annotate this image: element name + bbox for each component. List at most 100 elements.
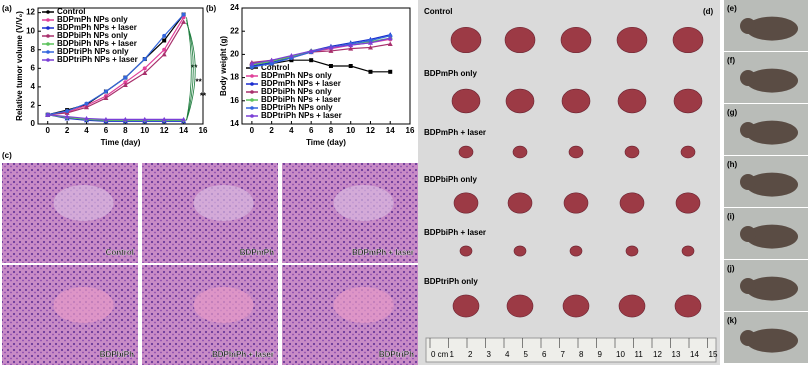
ruler-label: 9 (598, 350, 603, 359)
series-line (47, 21, 185, 116)
marker (103, 89, 108, 94)
significance: ** (191, 63, 198, 72)
tumor (616, 26, 648, 54)
mouse (746, 224, 798, 249)
ruler-label: 15 (709, 350, 718, 359)
marker (348, 64, 353, 68)
y-tick-label: 22 (230, 26, 239, 35)
tumor (619, 192, 645, 214)
panel-label: (b) (206, 4, 217, 13)
x-tick-label: 14 (386, 126, 395, 135)
legend-label: BDPmPh NPs only (261, 71, 332, 80)
marker (181, 12, 186, 17)
legend-marker (250, 82, 254, 86)
ruler (425, 337, 717, 363)
tumor (563, 192, 589, 214)
plot-frame (37, 7, 204, 125)
x-tick-label: 12 (160, 126, 169, 135)
marker (122, 116, 128, 122)
tumor (672, 26, 704, 54)
histology-label: Control (106, 248, 134, 257)
series-line (47, 114, 184, 122)
tumor-group-label: BDPmPh only (424, 69, 477, 78)
marker (103, 116, 109, 122)
legend-marker (46, 26, 50, 30)
x-tick-label: 10 (346, 126, 355, 135)
legend-marker (46, 50, 50, 54)
mouse-head (740, 330, 756, 346)
legend-marker (250, 106, 254, 110)
tissue-region (333, 287, 394, 323)
tumor (617, 88, 647, 114)
marker (328, 48, 334, 53)
tumor (562, 294, 590, 318)
x-tick-label: 14 (179, 126, 188, 135)
marker (289, 58, 294, 63)
series-line (47, 14, 185, 116)
marker (308, 48, 314, 53)
mouse (746, 328, 798, 353)
mouse-head (740, 226, 756, 242)
marker (367, 40, 373, 45)
x-tick-label: 4 (289, 126, 294, 135)
marker (142, 116, 148, 122)
tumor (451, 88, 481, 114)
marker (103, 95, 109, 101)
panel-label: (h) (727, 160, 738, 169)
ruler-label: 4 (505, 350, 510, 359)
x-tick-label: 2 (269, 126, 274, 135)
x-tick-label: 2 (65, 126, 70, 135)
tumor-group-label: BDPbiPh only (424, 175, 477, 184)
panel-label: (d) (703, 7, 714, 16)
tumor-group-label: Control (424, 7, 452, 16)
marker (64, 114, 70, 119)
x-axis-label: Time (day) (306, 138, 346, 147)
ruler-label: 10 (616, 350, 625, 359)
y-axis-label: Relative tumor volume (V/V₀) (15, 11, 24, 121)
marker (45, 112, 51, 117)
marker (367, 44, 373, 50)
tumor (675, 192, 701, 214)
tumor (507, 192, 533, 214)
marker (328, 44, 334, 50)
marker (84, 115, 90, 121)
x-axis-label: Time (day) (101, 138, 141, 147)
histology-label: BDPmPh + laser (352, 248, 414, 257)
tissue-region (53, 185, 114, 221)
panel-label: (c) (2, 151, 12, 160)
mouse (746, 172, 798, 197)
legend-label: BDPmPh NPs + laser (261, 79, 341, 88)
tumor (673, 88, 703, 114)
mouse (746, 120, 798, 145)
marker (84, 101, 89, 106)
legend-marker (46, 10, 50, 14)
marker (162, 38, 167, 43)
legend-marker (46, 42, 50, 46)
panel-label: (f) (727, 56, 735, 65)
tumor (459, 245, 473, 257)
marker (161, 116, 167, 122)
histology-label: BDPtriPh (379, 350, 414, 359)
panel-label: (e) (727, 4, 737, 13)
tumor (624, 145, 640, 159)
marker (84, 104, 90, 110)
marker (142, 57, 147, 62)
tumor (569, 245, 583, 257)
tumor-group-label: BDPtriPh only (424, 277, 478, 286)
x-tick-label: 4 (84, 126, 89, 135)
tumor (625, 245, 639, 257)
x-tick-label: 10 (140, 126, 149, 135)
y-tick-label: 10 (26, 26, 35, 35)
marker (249, 65, 254, 70)
x-tick-label: 16 (406, 126, 415, 135)
mouse-head (740, 278, 756, 294)
tumor (568, 145, 584, 159)
legend-label: BDPmPh NPs only (57, 15, 128, 24)
marker (161, 51, 167, 57)
legend-marker (250, 98, 254, 102)
panel-label: (k) (727, 316, 737, 325)
tumor (561, 88, 591, 114)
tissue-region (193, 287, 254, 323)
legend-label: Control (261, 63, 289, 72)
